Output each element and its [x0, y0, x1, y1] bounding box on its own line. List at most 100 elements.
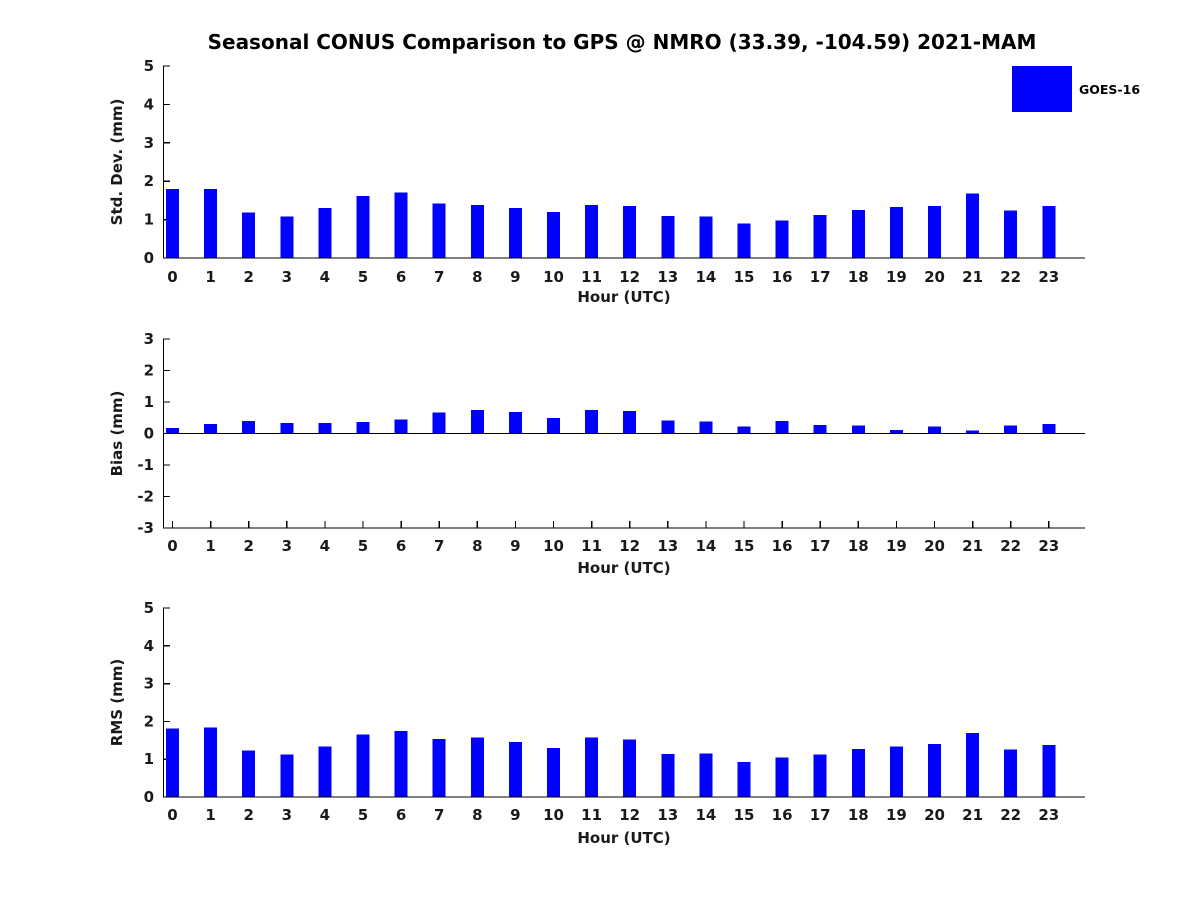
y-tick-label: 0	[144, 788, 154, 806]
x-tick-label: 23	[1038, 537, 1059, 555]
x-tick-label: 15	[734, 268, 755, 286]
x-tick-label: 12	[619, 806, 640, 824]
y-tick-label: 1	[144, 211, 154, 229]
bar-std-dev-h19	[889, 206, 903, 258]
bar-rms-h11	[585, 737, 599, 797]
x-tick-label: 18	[848, 537, 869, 555]
bar-std-dev-h14	[699, 216, 713, 258]
bar-bias-h13	[661, 420, 675, 434]
bar-std-dev-h1	[204, 188, 218, 258]
x-tick-label: 16	[772, 268, 793, 286]
x-axis-title: Hour (UTC)	[577, 559, 670, 577]
x-tick-label: 17	[810, 268, 831, 286]
y-tick-label: 4	[144, 637, 154, 655]
x-tick-label: 7	[434, 268, 444, 286]
bar-bias-h19	[889, 430, 903, 434]
bar-std-dev-h15	[737, 223, 751, 258]
bar-rms-h12	[623, 739, 637, 797]
bar-bias-h10	[547, 417, 560, 434]
x-tick-label: 9	[510, 537, 520, 555]
bar-std-dev-h5	[356, 195, 370, 258]
x-tick-label: 12	[619, 268, 640, 286]
bar-bias-h20	[928, 426, 941, 434]
x-tick-label: 6	[396, 537, 406, 555]
y-tick-label: -2	[137, 488, 154, 506]
legend-label: GOES-16	[1079, 81, 1141, 97]
bar-rms-h21	[966, 733, 980, 797]
x-tick-label: 8	[472, 268, 482, 286]
bar-rms-h7	[432, 738, 446, 797]
x-tick-label: 15	[734, 537, 755, 555]
y-axis-title: Bias (mm)	[108, 391, 126, 477]
bar-rms-h23	[1042, 744, 1056, 797]
x-tick-label: 8	[472, 806, 482, 824]
x-tick-label: 17	[810, 537, 831, 555]
x-tick-label: 18	[848, 268, 869, 286]
x-tick-label: 13	[657, 806, 678, 824]
bar-std-dev-h0	[166, 188, 179, 258]
x-tick-label: 9	[510, 268, 520, 286]
bar-rms-h19	[889, 746, 903, 797]
bar-std-dev-h17	[813, 214, 827, 258]
bar-rms-h3	[280, 754, 294, 797]
x-tick-label: 2	[243, 268, 253, 286]
bar-bias-h6	[394, 419, 408, 434]
y-tick-label: 1	[144, 750, 154, 768]
x-tick-label: 8	[472, 537, 482, 555]
bar-bias-h5	[356, 421, 370, 434]
x-tick-label: 19	[886, 806, 907, 824]
x-tick-label: 20	[924, 268, 945, 286]
x-tick-label: 13	[657, 537, 678, 555]
bar-rms-h8	[470, 737, 484, 797]
y-tick-label: 5	[144, 599, 154, 617]
y-tick-label: -3	[137, 519, 154, 537]
x-tick-label: 22	[1000, 806, 1021, 824]
x-tick-label: 17	[810, 806, 831, 824]
x-tick-label: 19	[886, 268, 907, 286]
bar-bias-h9	[508, 412, 522, 434]
bar-std-dev-h3	[280, 216, 294, 258]
y-axis-title: Std. Dev. (mm)	[108, 99, 126, 226]
bar-std-dev-h6	[394, 192, 408, 258]
x-tick-label: 20	[924, 537, 945, 555]
y-tick-label: 3	[144, 134, 154, 152]
bar-bias-h18	[851, 425, 865, 434]
bar-bias-h14	[699, 421, 713, 434]
x-tick-label: 4	[320, 268, 330, 286]
x-axis-title: Hour (UTC)	[577, 829, 670, 847]
legend-swatch-goes16	[1012, 66, 1072, 112]
bar-bias-h7	[432, 412, 446, 434]
x-tick-label: 14	[695, 268, 716, 286]
bar-bias-h21	[966, 430, 980, 434]
bar-rms-h22	[1004, 749, 1018, 797]
bar-bias-h2	[242, 420, 256, 434]
bar-std-dev-h11	[585, 205, 599, 258]
x-tick-label: 18	[848, 806, 869, 824]
bar-std-dev-h9	[508, 208, 522, 258]
x-tick-label: 11	[581, 268, 602, 286]
y-tick-label: -1	[137, 456, 154, 474]
y-tick-label: 2	[144, 172, 154, 190]
y-tick-label: 0	[144, 425, 154, 443]
bar-bias-h23	[1042, 424, 1056, 434]
x-tick-label: 4	[320, 806, 330, 824]
x-tick-label: 10	[543, 806, 564, 824]
x-tick-label: 12	[619, 537, 640, 555]
x-tick-label: 5	[358, 806, 368, 824]
bar-rms-h10	[547, 747, 560, 797]
x-tick-label: 4	[320, 537, 330, 555]
bar-bias-h8	[470, 409, 484, 434]
bar-bias-h0	[166, 427, 179, 434]
bar-std-dev-h22	[1004, 210, 1018, 258]
x-tick-label: 6	[396, 806, 406, 824]
bar-rms-h4	[318, 746, 332, 797]
x-tick-label: 19	[886, 537, 907, 555]
bar-rms-h14	[699, 753, 713, 797]
bar-bias-h16	[775, 420, 789, 434]
bar-rms-h17	[813, 754, 827, 797]
x-tick-label: 13	[657, 268, 678, 286]
x-tick-label: 3	[282, 806, 292, 824]
x-tick-label: 22	[1000, 537, 1021, 555]
